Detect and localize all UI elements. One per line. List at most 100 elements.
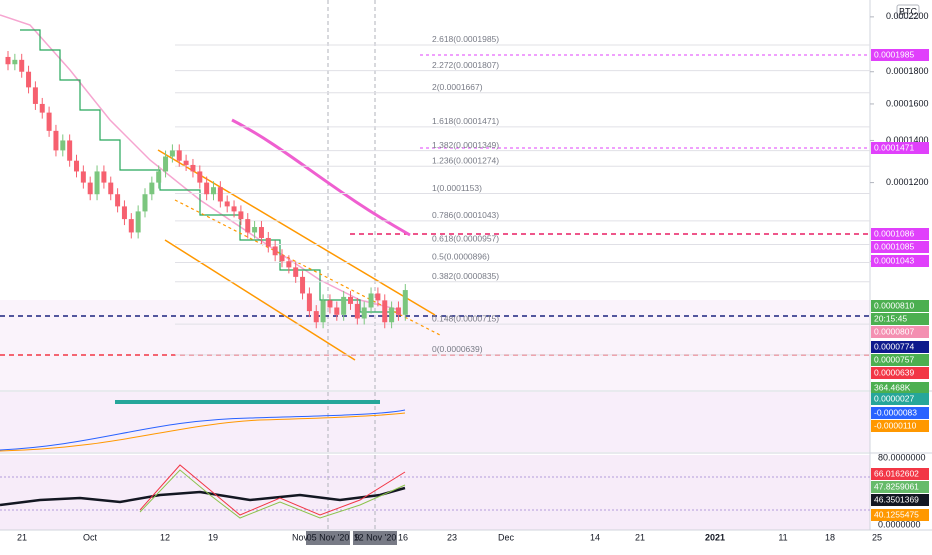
price-badge: 47.8259061 xyxy=(871,481,929,493)
candle xyxy=(395,307,401,315)
candle xyxy=(60,140,66,151)
time-label: Nov xyxy=(292,532,309,542)
fib-label: 0.618(0.0000957) xyxy=(432,234,499,244)
badge-bg xyxy=(871,326,929,338)
fib-label: 2.272(0.0001807) xyxy=(432,60,499,70)
badge-bg xyxy=(871,509,929,521)
candle xyxy=(341,296,347,315)
badge-label: 47.8259061 xyxy=(874,481,919,491)
candle xyxy=(286,261,292,268)
badge-bg xyxy=(871,255,929,267)
candle xyxy=(163,156,169,172)
y-tick-label: 0.0001200 xyxy=(886,177,929,187)
candle xyxy=(334,307,340,315)
candle xyxy=(74,160,79,172)
candle xyxy=(245,219,251,233)
price-badge: 0.0000027 xyxy=(871,393,929,405)
candle xyxy=(12,59,18,65)
candle xyxy=(32,87,38,104)
badge-bg xyxy=(871,341,929,353)
candle xyxy=(211,187,216,195)
y-tick-label: 0.0001600 xyxy=(886,98,929,108)
candle xyxy=(80,171,86,183)
badge-bg xyxy=(871,354,929,366)
moving-average xyxy=(0,14,401,311)
candle xyxy=(306,293,312,312)
candle xyxy=(135,211,141,233)
candle xyxy=(190,164,196,172)
y-tick-label: 0.0001800 xyxy=(886,66,929,76)
price-badge: 0.0001086 xyxy=(871,228,929,240)
candle xyxy=(320,300,326,323)
candle xyxy=(121,206,127,220)
badge-label: 364.468K xyxy=(874,382,911,392)
rsi-axis-label: 80.0000000 xyxy=(878,452,926,462)
fib-label: 0.148(0.0000715) xyxy=(432,313,499,323)
candle xyxy=(354,303,360,319)
candle xyxy=(197,171,203,183)
candle xyxy=(327,300,333,308)
badge-bg xyxy=(871,142,929,154)
time-label: 9 xyxy=(354,532,359,542)
price-badge: 0.0000639 xyxy=(871,367,929,379)
price-badge: -0.0000083 xyxy=(871,407,929,419)
badge-bg xyxy=(871,313,929,325)
fib-label: 0.786(0.0001043) xyxy=(432,210,499,220)
rsi-bg xyxy=(0,455,870,530)
candle xyxy=(382,300,388,323)
badge-bg xyxy=(871,494,929,506)
fib-label: 1.618(0.0001471) xyxy=(432,116,499,126)
candle xyxy=(169,150,175,157)
time-label: 12 xyxy=(160,532,170,542)
badge-label: -0.0000083 xyxy=(874,407,917,417)
candle xyxy=(293,267,299,277)
badge-bg xyxy=(871,49,929,61)
badge-label: 0.0000027 xyxy=(874,393,914,403)
candle xyxy=(39,103,45,113)
time-highlight xyxy=(306,531,350,545)
macd-line xyxy=(0,409,406,451)
badge-label: 40.1255475 xyxy=(874,509,919,519)
badge-bg xyxy=(871,393,929,405)
badge-label: 66.0162602 xyxy=(874,468,919,478)
rsi-line xyxy=(0,486,406,507)
candle xyxy=(94,171,100,195)
candle xyxy=(279,255,285,262)
badge-label: 0.0001043 xyxy=(874,255,914,265)
candle xyxy=(183,160,189,165)
badge-label: 0.0001086 xyxy=(874,228,914,238)
badge-label: -0.0000110 xyxy=(874,420,917,430)
price-badge: 46.3501369 xyxy=(871,494,929,506)
candle xyxy=(156,171,162,183)
channel xyxy=(174,199,441,336)
price-badge: 0.0001985 xyxy=(871,49,929,61)
price-badge: 0.0000810 xyxy=(871,300,929,312)
time-label: 12 Nov '20 xyxy=(354,532,397,542)
time-label: 18 xyxy=(825,532,835,542)
badge-bg xyxy=(871,300,929,312)
time-label: 05 Nov '20 xyxy=(307,532,350,542)
candle xyxy=(348,296,353,304)
candle xyxy=(368,293,374,308)
candle xyxy=(265,237,271,247)
badge-bg xyxy=(871,228,929,240)
time-label: 23 xyxy=(447,532,457,542)
badge-bg xyxy=(871,481,929,493)
price-badge: 0.0001471 xyxy=(871,142,929,154)
price-badge: 0.0000774 xyxy=(871,341,929,353)
price-badge: -0.0000110 xyxy=(871,420,929,432)
time-label: 11 xyxy=(778,532,787,542)
candle xyxy=(224,201,230,207)
candle xyxy=(87,182,93,195)
time-highlight xyxy=(353,531,397,545)
time-label: Dec xyxy=(498,532,515,542)
badge-bg xyxy=(871,468,929,480)
time-label: 14 xyxy=(590,532,600,542)
candle xyxy=(101,171,107,183)
badge-label: 0.0000639 xyxy=(874,367,914,377)
candle xyxy=(375,293,381,301)
y-tick-label: 0.0001400 xyxy=(886,135,929,145)
fib-label: 1.236(0.0001274) xyxy=(432,155,499,165)
candle xyxy=(176,150,182,161)
badge-label: 0.0001471 xyxy=(874,142,914,152)
